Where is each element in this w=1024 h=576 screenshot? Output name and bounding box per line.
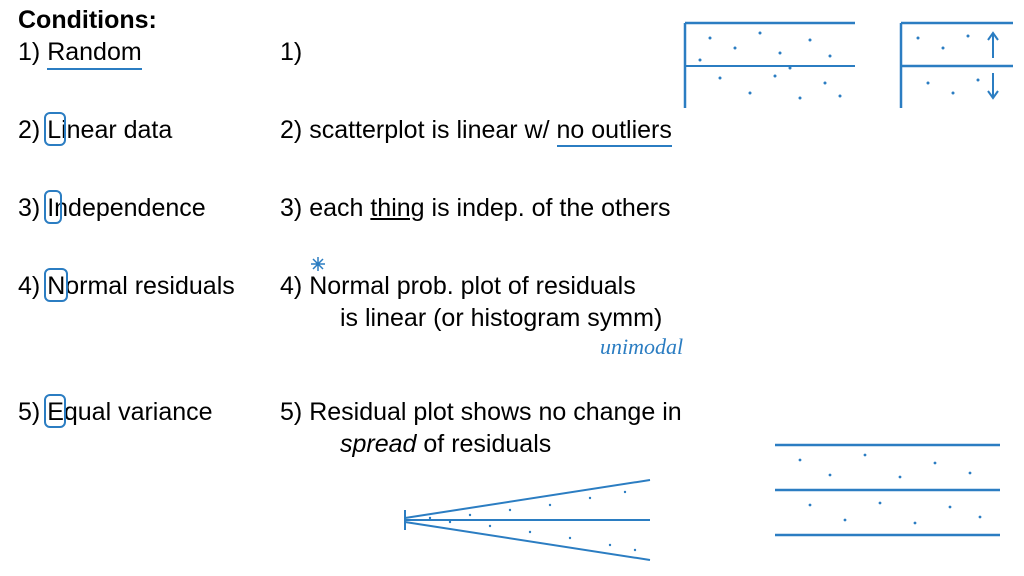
circle-I xyxy=(44,190,62,224)
row3-right-text-a: each xyxy=(309,194,370,222)
row3-right: 3) each thing is indep. of the others xyxy=(280,194,671,223)
row1-right: 1) xyxy=(280,38,302,67)
star-icon xyxy=(310,256,326,272)
title: Conditions: xyxy=(18,6,157,35)
row5-left-num: 5) xyxy=(18,398,40,426)
row4-right-text1: Normal prob. plot of residuals xyxy=(309,272,636,300)
handwritten-unimodal: unimodal xyxy=(600,334,683,360)
sketch-fan xyxy=(400,470,660,570)
row4-right-line1: 4) Normal prob. plot of residuals xyxy=(280,272,636,301)
row5-right-line1: 5) Residual plot shows no change in xyxy=(280,398,682,427)
row3-right-text-c: is indep. of the others xyxy=(425,194,671,222)
sketch-even xyxy=(770,435,1010,545)
row2-left-num: 2) xyxy=(18,116,40,144)
circle-E xyxy=(44,394,66,428)
row4-right-line2: is linear (or histogram symm) xyxy=(340,304,662,333)
circle-N xyxy=(44,268,68,302)
row2-right-text-a: scatterplot is linear w/ xyxy=(309,116,556,144)
row1-left: 1) Random xyxy=(18,38,142,67)
row4-right-num: 4) xyxy=(280,272,302,300)
circle-L xyxy=(44,112,66,146)
row4-left-num: 4) xyxy=(18,272,40,300)
row2-right-num: 2) xyxy=(280,116,302,144)
row3-left-text: Independence xyxy=(47,194,205,222)
row5-left-text: Equal variance xyxy=(47,398,212,426)
row5-right-line2: spread of residuals xyxy=(340,430,551,459)
row2-right: 2) scatterplot is linear w/ no outliers xyxy=(280,116,672,145)
row5-right-text2b: of residuals xyxy=(416,430,551,458)
row1-right-num: 1) xyxy=(280,38,302,66)
row5-right-text2a: spread xyxy=(340,430,416,458)
row3-left-num: 3) xyxy=(18,194,40,222)
row4-left-text: Normal residuals xyxy=(47,272,235,300)
row2-left: 2) Linear data xyxy=(18,116,172,145)
row4-right-text2: is linear (or histogram symm) xyxy=(340,304,662,332)
row1-left-text: Random xyxy=(47,38,142,70)
row3-right-num: 3) xyxy=(280,194,302,222)
row2-right-text-b: no outliers xyxy=(557,116,672,147)
sketch-arrows-box xyxy=(898,18,1018,113)
row5-right-num: 5) xyxy=(280,398,302,426)
row5-right-text1: Residual plot shows no change in xyxy=(309,398,681,426)
row3-right-text-b: thing xyxy=(370,194,424,222)
row1-left-num: 1) xyxy=(18,38,40,66)
sketch-scatter-box xyxy=(680,18,860,113)
